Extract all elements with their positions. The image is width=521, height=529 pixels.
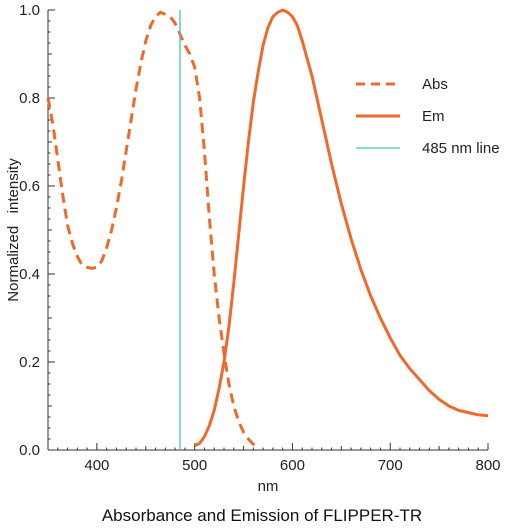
- x-tick-label: 500: [182, 457, 207, 474]
- x-ticks: 400 500 600 700 800: [47, 443, 501, 474]
- legend-item-em: Em: [356, 108, 445, 125]
- plot-area: 400 500 600 700 800 0.0 0.2 0.4 0.6 0.8 1.0: [19, 2, 500, 474]
- y-tick-label: 0.4: [19, 266, 40, 283]
- y-tick-label: 0.0: [19, 442, 40, 459]
- legend-item-abs: Abs: [356, 76, 448, 93]
- legend-label-485nm: 485 nm line: [422, 140, 500, 157]
- legend-label-em: Em: [422, 108, 445, 125]
- x-axis-title: nm: [258, 478, 279, 495]
- x-tick-label: 600: [280, 457, 305, 474]
- y-ticks: 0.0 0.2 0.4 0.6 0.8 1.0: [19, 2, 55, 459]
- y-tick-label: 0.6: [19, 178, 40, 195]
- series-layer: [46, 8, 489, 450]
- y-tick-label: 0.8: [19, 90, 40, 107]
- series-line-abs: [46, 10, 259, 449]
- legend-item-485nm: 485 nm line: [356, 140, 500, 157]
- y-tick-label: 1.0: [19, 2, 40, 19]
- legend-label-abs: Abs: [422, 76, 448, 93]
- y-axis-title: Normalized intensity: [5, 158, 22, 302]
- x-tick-label: 800: [475, 457, 500, 474]
- chart-title: Absorbance and Emission of FLIPPER-TR: [102, 506, 422, 525]
- x-tick-label: 400: [84, 457, 109, 474]
- y-tick-label: 0.2: [19, 354, 40, 371]
- series-line-em: [194, 8, 489, 447]
- x-tick-label: 700: [378, 457, 403, 474]
- legend: Abs Em 485 nm line: [356, 76, 500, 157]
